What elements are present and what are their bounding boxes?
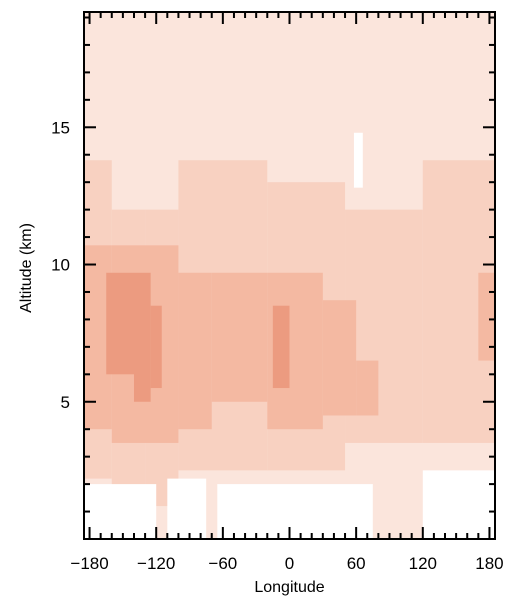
y-tick-label: 15 <box>51 118 70 137</box>
x-tick-label: 180 <box>475 554 503 573</box>
heatmap-cells <box>84 12 495 539</box>
x-tick-label: −120 <box>137 554 175 573</box>
heatmap-cell-14 <box>356 360 379 416</box>
heatmap-cell-17 <box>133 272 151 402</box>
plot-frame <box>83 11 496 540</box>
y-tick-label: 10 <box>51 256 70 275</box>
heatmap-cell-22 <box>217 484 373 539</box>
heatmap-cell-16 <box>106 272 134 375</box>
x-tick-label: 120 <box>409 554 437 573</box>
heatmap-cell-23 <box>422 470 495 539</box>
y-tick-label: 5 <box>61 393 70 412</box>
x-tick-label: −60 <box>208 554 237 573</box>
tick-labels: −180 −120 −60 0 60 120 180 5 10 15 <box>51 118 504 573</box>
x-tick-label: 0 <box>285 554 294 573</box>
x-tick-label: −180 <box>70 554 108 573</box>
heatmap-cell-24 <box>353 132 363 188</box>
heatmap-cell-11 <box>211 272 268 402</box>
heatmap-cell-13 <box>322 300 357 416</box>
heatmap-cell-15 <box>478 272 495 361</box>
heatmap-cell-20 <box>84 484 157 539</box>
y-axis-label: Altitude (km) <box>18 223 35 313</box>
x-axis-label: Longitude <box>254 579 324 596</box>
heatmap-cell-10 <box>178 272 212 430</box>
heatmap-cell-21 <box>167 478 207 539</box>
heatmap-cell-18 <box>150 305 162 389</box>
x-tick-label: 60 <box>347 554 366 573</box>
heatmap-cell-19 <box>272 305 290 389</box>
